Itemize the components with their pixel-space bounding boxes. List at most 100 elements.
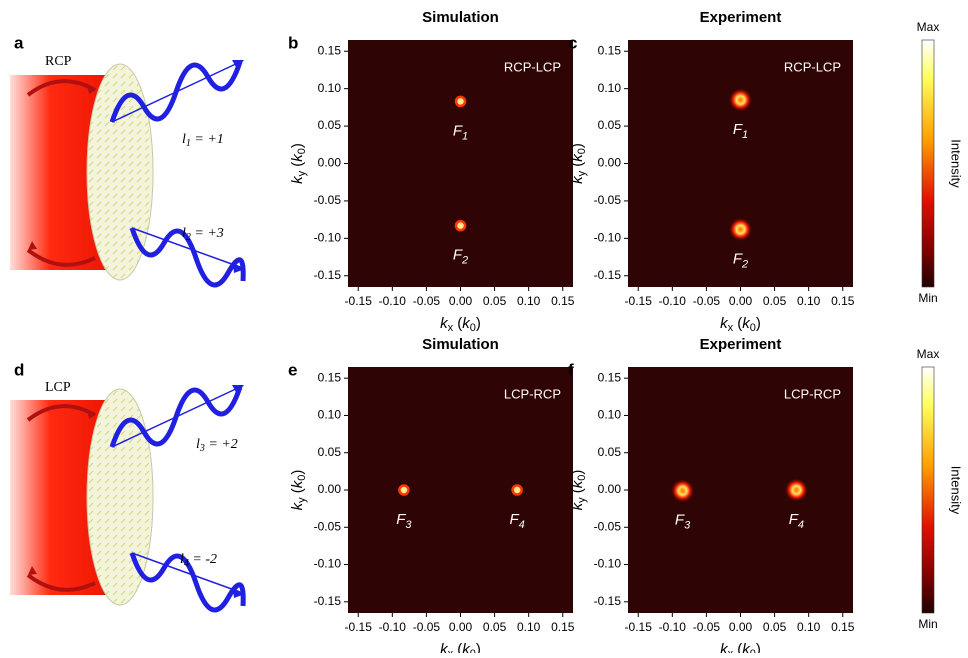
x-tick-label: -0.15 <box>345 620 373 634</box>
intensity-ring <box>513 486 522 495</box>
intensity-spot <box>729 217 753 241</box>
colorbar-label: Intensity <box>949 139 964 188</box>
beam-label: l4 = -2 <box>180 552 217 569</box>
y-tick-label: -0.05 <box>594 519 622 533</box>
intensity-spot <box>784 478 808 502</box>
y-axis-label: ky (k0) <box>289 143 308 184</box>
x-tick-label: 0.10 <box>517 294 541 308</box>
x-tick-label: -0.15 <box>625 294 653 308</box>
value: = -2 <box>189 552 217 567</box>
polarization: RCP <box>45 54 72 69</box>
y-tick-label: 0.00 <box>598 156 622 170</box>
x-tick-label: 0.05 <box>483 294 507 308</box>
y-tick-label: 0.10 <box>598 81 622 95</box>
y-tick-label: 0.05 <box>318 445 342 459</box>
label-part: ( <box>289 162 306 171</box>
x-tick-label: 0.10 <box>517 620 541 634</box>
panel-letter: c <box>568 33 577 52</box>
y-tick-label: 0.05 <box>318 118 342 132</box>
beam-label: l1 = +1 <box>182 132 224 149</box>
figure: a RCP l1 = +1 l2 = +3 d LCP l3 = +2 l4 =… <box>0 0 968 653</box>
panel-letter: e <box>288 360 297 379</box>
panel-letter: a <box>14 33 24 52</box>
x-tick-label: 0.15 <box>551 620 575 634</box>
label-part: ) <box>289 143 306 148</box>
value: = +1 <box>191 132 224 147</box>
subscript: 2 <box>741 258 748 270</box>
x-axis-label: kx (k0) <box>720 641 761 653</box>
intensity-spot <box>671 479 695 503</box>
colorbar <box>922 40 934 287</box>
intensity-ring <box>456 97 465 106</box>
intensity-ring <box>456 221 465 230</box>
y-tick-label: -0.15 <box>594 594 622 608</box>
x-tick-label: 0.00 <box>729 294 753 308</box>
beam-label: l3 = +2 <box>196 437 238 454</box>
y-tick-label: -0.05 <box>314 519 342 533</box>
label-part: ) <box>569 143 586 148</box>
x-tick-label: 0.15 <box>831 294 855 308</box>
subscript: 1 <box>462 130 468 142</box>
page: {"schematics": [ {"panel": "a", "polariz… <box>0 0 968 653</box>
chart-title: Experiment <box>700 336 782 353</box>
x-tick-label: -0.15 <box>345 294 373 308</box>
subscript: 4 <box>798 519 804 531</box>
x-tick-label: -0.05 <box>693 620 721 634</box>
y-tick-label: 0.00 <box>318 482 342 496</box>
x-axis-label: kx (k0) <box>440 315 481 334</box>
y-tick-label: -0.10 <box>594 231 622 245</box>
label-part: ( <box>733 641 742 653</box>
y-tick-label: 0.15 <box>598 370 622 384</box>
x-tick-label: -0.15 <box>625 620 653 634</box>
y-tick-label: -0.15 <box>314 594 342 608</box>
y-tick-label: -0.10 <box>314 557 342 571</box>
colorbar-label: Intensity <box>949 466 964 515</box>
label-part: ( <box>289 488 306 497</box>
beam-label: l2 = +3 <box>182 226 224 243</box>
x-tick-label: -0.10 <box>659 620 687 634</box>
y-tick-label: -0.10 <box>314 231 342 245</box>
y-axis-label: ky (k0) <box>289 470 308 511</box>
schematic-a <box>10 60 245 285</box>
annotation: LCP-RCP <box>784 386 841 401</box>
annotation: LCP-RCP <box>504 386 561 401</box>
intensity-ring <box>399 486 408 495</box>
x-tick-label: -0.10 <box>379 294 407 308</box>
y-tick-label: -0.10 <box>594 557 622 571</box>
x-tick-label: -0.05 <box>413 294 441 308</box>
y-tick-label: -0.15 <box>594 268 622 282</box>
plot-area <box>348 367 573 613</box>
label-part: ( <box>569 488 586 497</box>
x-tick-label: 0.00 <box>449 620 473 634</box>
colorbar <box>922 367 934 613</box>
value: = +2 <box>205 437 238 452</box>
y-tick-label: 0.10 <box>318 81 342 95</box>
schematic-d <box>10 385 245 610</box>
label-part: ( <box>453 315 462 332</box>
panel-letter: b <box>288 33 298 52</box>
y-tick-label: -0.05 <box>594 193 622 207</box>
chart-title: Simulation <box>422 336 499 353</box>
x-tick-label: -0.05 <box>413 620 441 634</box>
x-tick-label: 0.00 <box>449 294 473 308</box>
x-tick-label: 0.05 <box>483 620 507 634</box>
y-tick-label: 0.15 <box>318 370 342 384</box>
colorbar-min: Min <box>918 291 937 305</box>
label-part: ( <box>569 162 586 171</box>
x-tick-label: 0.15 <box>831 620 855 634</box>
y-tick-label: 0.10 <box>318 408 342 422</box>
subscript: 2 <box>461 255 468 267</box>
subscript: 1 <box>742 129 748 141</box>
subscript: 4 <box>519 519 525 531</box>
x-axis-label: kx (k0) <box>440 641 481 653</box>
annotation: RCP-LCP <box>504 59 561 74</box>
chart-title: Simulation <box>422 9 499 26</box>
intensity-spot <box>729 88 753 112</box>
y-tick-label: 0.15 <box>318 43 342 57</box>
x-tick-label: 0.05 <box>763 620 787 634</box>
x-tick-label: 0.10 <box>797 620 821 634</box>
x-tick-label: -0.10 <box>379 620 407 634</box>
chart-title: Experiment <box>700 9 782 26</box>
y-tick-label: 0.05 <box>598 118 622 132</box>
x-tick-label: 0.00 <box>729 620 753 634</box>
